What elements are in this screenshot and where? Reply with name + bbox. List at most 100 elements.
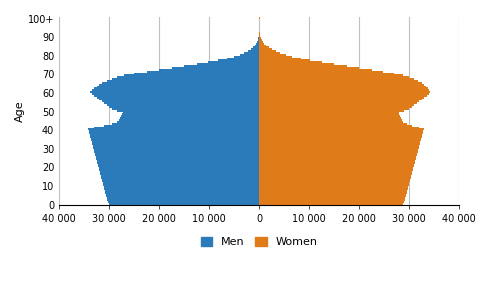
Bar bbox=[259, 151, 418, 153]
Bar bbox=[259, 123, 407, 125]
Bar bbox=[91, 93, 259, 95]
Bar bbox=[102, 82, 259, 84]
Bar bbox=[98, 164, 259, 166]
Bar bbox=[102, 179, 259, 181]
Bar bbox=[259, 164, 414, 166]
Bar bbox=[259, 117, 401, 119]
Bar bbox=[90, 138, 259, 140]
Bar bbox=[121, 115, 259, 117]
Bar bbox=[111, 78, 259, 80]
Bar bbox=[94, 88, 259, 89]
Bar bbox=[93, 147, 259, 149]
Bar bbox=[119, 119, 259, 121]
Bar bbox=[250, 48, 259, 50]
Y-axis label: Age: Age bbox=[15, 100, 25, 122]
Bar bbox=[146, 71, 259, 73]
Bar bbox=[259, 71, 383, 73]
Bar bbox=[259, 143, 420, 145]
Bar bbox=[259, 166, 413, 168]
Bar bbox=[259, 181, 409, 182]
Bar bbox=[104, 102, 259, 104]
Bar bbox=[184, 65, 259, 67]
Bar bbox=[259, 156, 416, 158]
Bar bbox=[259, 50, 275, 52]
Bar bbox=[240, 54, 259, 56]
Bar bbox=[100, 171, 259, 173]
Bar bbox=[259, 173, 411, 175]
Bar bbox=[109, 203, 259, 205]
Bar bbox=[259, 168, 413, 169]
Bar bbox=[109, 106, 259, 108]
Bar bbox=[259, 47, 269, 48]
Bar bbox=[259, 84, 424, 85]
Bar bbox=[88, 128, 259, 130]
Bar bbox=[107, 104, 259, 106]
Bar bbox=[259, 108, 409, 110]
Bar bbox=[259, 95, 427, 97]
Bar bbox=[259, 186, 408, 188]
Bar bbox=[259, 203, 403, 205]
Bar bbox=[208, 61, 259, 63]
Bar bbox=[259, 197, 405, 199]
Bar bbox=[259, 110, 404, 112]
Bar bbox=[259, 45, 266, 47]
Bar bbox=[259, 126, 419, 128]
Bar bbox=[122, 113, 259, 115]
Bar bbox=[259, 93, 429, 95]
Bar bbox=[111, 123, 259, 125]
Bar bbox=[259, 54, 286, 56]
Bar bbox=[259, 35, 260, 37]
Bar bbox=[259, 147, 419, 149]
Bar bbox=[258, 39, 259, 41]
Bar bbox=[259, 97, 424, 98]
Bar bbox=[259, 160, 415, 162]
Bar bbox=[259, 140, 421, 141]
Bar bbox=[107, 199, 259, 201]
Bar bbox=[105, 192, 259, 194]
Bar bbox=[259, 67, 359, 69]
Bar bbox=[259, 100, 419, 102]
Bar bbox=[89, 132, 259, 134]
Bar bbox=[99, 169, 259, 171]
Bar bbox=[247, 50, 259, 52]
Bar bbox=[259, 192, 407, 194]
Bar bbox=[256, 43, 259, 45]
Bar bbox=[104, 188, 259, 190]
Bar bbox=[103, 184, 259, 186]
Bar bbox=[106, 195, 259, 197]
Bar bbox=[259, 102, 416, 104]
Bar bbox=[123, 112, 259, 113]
Bar bbox=[259, 106, 411, 108]
Bar bbox=[91, 140, 259, 141]
Bar bbox=[102, 181, 259, 182]
Bar bbox=[99, 84, 259, 85]
Bar bbox=[259, 63, 334, 65]
Bar bbox=[106, 194, 259, 195]
Bar bbox=[97, 85, 259, 88]
Bar bbox=[259, 169, 412, 171]
Bar bbox=[259, 85, 426, 88]
Bar bbox=[259, 104, 414, 106]
Bar bbox=[259, 41, 263, 43]
Bar bbox=[88, 130, 259, 132]
Bar bbox=[259, 130, 423, 132]
Bar bbox=[90, 136, 259, 138]
Bar bbox=[259, 61, 322, 63]
Bar bbox=[258, 37, 259, 39]
Bar bbox=[92, 143, 259, 145]
Bar bbox=[159, 69, 259, 71]
Bar bbox=[259, 128, 424, 130]
Bar bbox=[259, 171, 412, 173]
Bar bbox=[111, 108, 259, 110]
Bar bbox=[259, 89, 429, 91]
Bar bbox=[102, 100, 259, 102]
Bar bbox=[259, 48, 272, 50]
Bar bbox=[259, 121, 403, 123]
Bar bbox=[104, 186, 259, 188]
Bar bbox=[259, 184, 409, 186]
Bar bbox=[259, 145, 419, 147]
Bar bbox=[107, 197, 259, 199]
Bar bbox=[254, 45, 259, 47]
Bar bbox=[259, 17, 260, 19]
Bar bbox=[259, 58, 300, 60]
